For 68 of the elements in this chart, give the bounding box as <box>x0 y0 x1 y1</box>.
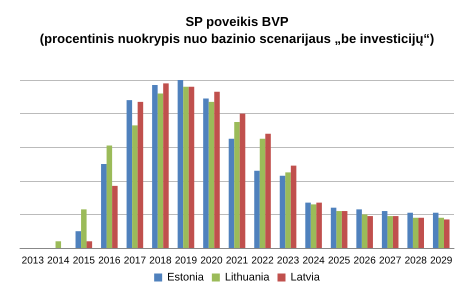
bar <box>305 202 311 248</box>
bar <box>316 202 322 248</box>
bar <box>367 216 373 248</box>
bar <box>382 211 388 248</box>
bar <box>188 86 194 248</box>
bar <box>101 164 107 248</box>
bar <box>234 122 240 248</box>
x-tick-label: 2026 <box>354 256 376 266</box>
x-tick-label: 2029 <box>430 256 453 266</box>
bar <box>203 98 209 248</box>
bar <box>76 231 82 248</box>
bar <box>214 92 220 248</box>
x-tick-label: 2016 <box>98 256 121 266</box>
bar <box>330 208 336 248</box>
bar <box>126 100 132 248</box>
chart-title: SP poveikis BVP <box>185 14 289 29</box>
x-tick-label: 2023 <box>276 256 300 266</box>
bar <box>280 176 286 248</box>
x-tick-label: 2017 <box>124 256 146 266</box>
bar <box>208 102 214 248</box>
bar <box>310 204 316 248</box>
bar <box>112 186 118 248</box>
bar <box>444 219 450 248</box>
bar <box>183 86 189 248</box>
bar <box>254 170 260 248</box>
bar <box>290 166 296 248</box>
bar <box>362 214 368 248</box>
bar <box>163 83 169 248</box>
legend-label: Estonia <box>167 272 205 284</box>
bar <box>356 209 362 248</box>
x-tick-label: 2018 <box>149 256 172 266</box>
bar <box>265 134 271 248</box>
bar <box>158 93 164 248</box>
x-tick-label: 2025 <box>328 256 351 266</box>
bar <box>412 218 418 248</box>
x-tick-label: 2019 <box>174 256 198 266</box>
x-tick-label: 2028 <box>404 256 428 266</box>
bar <box>86 241 92 248</box>
chart-subtitle: (procentinis nuokrypis nuo bazinio scenarijaus „be investicijų“) <box>40 31 434 46</box>
bar <box>152 85 158 248</box>
bar <box>418 218 424 248</box>
bar <box>432 212 438 248</box>
bar <box>336 211 342 248</box>
bar <box>178 80 184 248</box>
x-tick-label: 2027 <box>379 256 402 266</box>
legend-label: Latvia <box>290 272 321 284</box>
x-tick-label: 2020 <box>200 256 224 266</box>
bar <box>392 216 398 248</box>
x-tick-label: 2022 <box>251 256 274 266</box>
bar <box>106 146 112 248</box>
bar <box>56 241 62 248</box>
bar <box>81 209 87 248</box>
x-tick-label: 2014 <box>47 256 70 266</box>
x-tick-label: 2015 <box>72 256 96 266</box>
bar <box>407 212 413 248</box>
bar <box>240 114 246 248</box>
bar <box>438 218 444 248</box>
bar <box>285 172 291 248</box>
x-tick-label: 2013 <box>22 256 44 266</box>
legend-label: Lithuania <box>224 272 270 284</box>
bar <box>387 216 393 248</box>
x-tick-label: 2021 <box>226 256 249 266</box>
x-tick-label: 2024 <box>302 256 326 266</box>
bar <box>138 102 144 248</box>
bar <box>260 138 266 248</box>
bar <box>132 125 138 248</box>
bar <box>342 211 348 248</box>
bar <box>228 138 234 248</box>
